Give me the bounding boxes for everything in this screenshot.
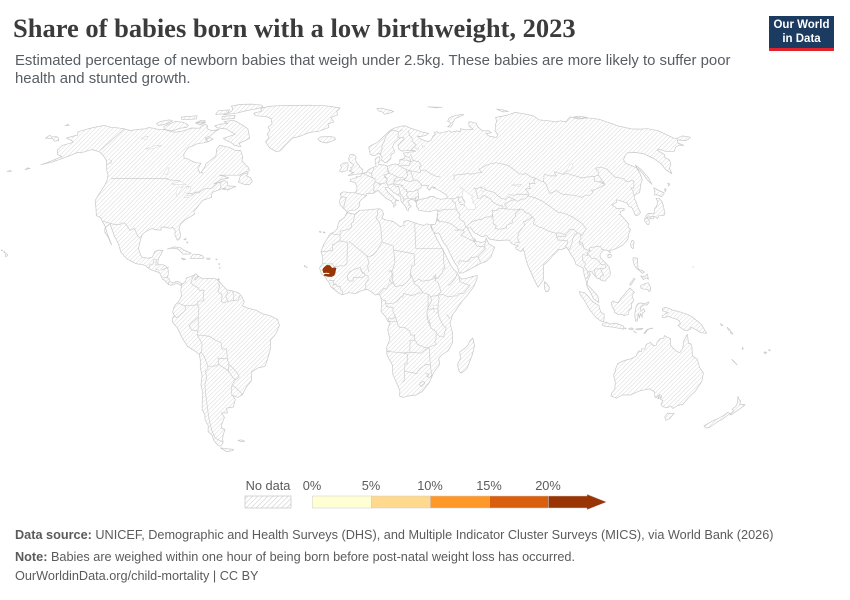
svg-text:10%: 10% — [417, 478, 443, 493]
svg-text:0%: 0% — [303, 478, 322, 493]
svg-text:No data: No data — [246, 478, 292, 493]
svg-text:15%: 15% — [476, 478, 502, 493]
svg-text:5%: 5% — [362, 478, 381, 493]
svg-text:20%: 20% — [535, 478, 561, 493]
